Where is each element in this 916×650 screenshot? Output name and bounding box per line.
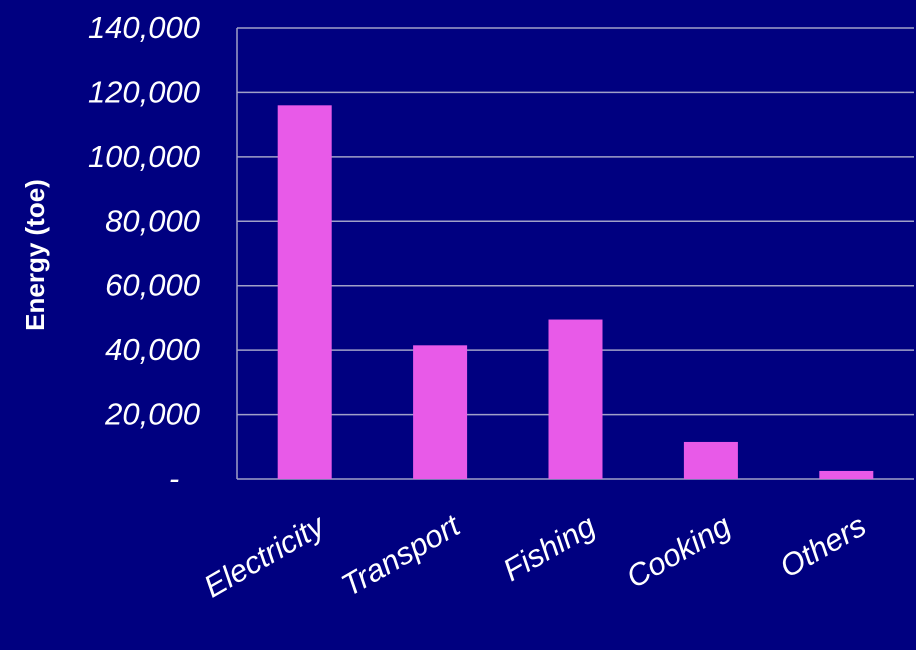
y-tick-label: 120,000 xyxy=(88,74,200,109)
bar-electricity xyxy=(277,105,332,480)
bar-others xyxy=(819,470,874,479)
gridlines xyxy=(236,27,914,480)
y-tick-labels: - 20,000 40,000 60,000 80,000 100,000 120,000 1… xyxy=(88,10,200,496)
y-tick-label: - xyxy=(169,461,179,496)
y-tick-label: 140,000 xyxy=(88,10,200,45)
x-category-label: Electricity xyxy=(198,507,333,605)
x-category-labels: Electricity Transport Fishing Cooking Others xyxy=(198,507,872,605)
x-category-label: Transport xyxy=(335,507,467,603)
y-tick-label: 100,000 xyxy=(88,139,200,174)
bar-fishing xyxy=(548,319,603,479)
bar-cooking xyxy=(683,441,738,479)
y-tick-label: 40,000 xyxy=(105,332,200,367)
y-axis-title: Energy (toe) xyxy=(20,179,50,331)
x-category-label: Cooking xyxy=(620,508,736,595)
x-category-label: Others xyxy=(774,508,872,585)
x-category-label: Fishing xyxy=(497,508,601,588)
y-tick-label: 80,000 xyxy=(105,203,200,238)
bars xyxy=(277,105,874,480)
y-tick-label: 20,000 xyxy=(104,397,200,432)
y-tick-label: 60,000 xyxy=(105,268,200,303)
bar-transport xyxy=(413,345,468,479)
